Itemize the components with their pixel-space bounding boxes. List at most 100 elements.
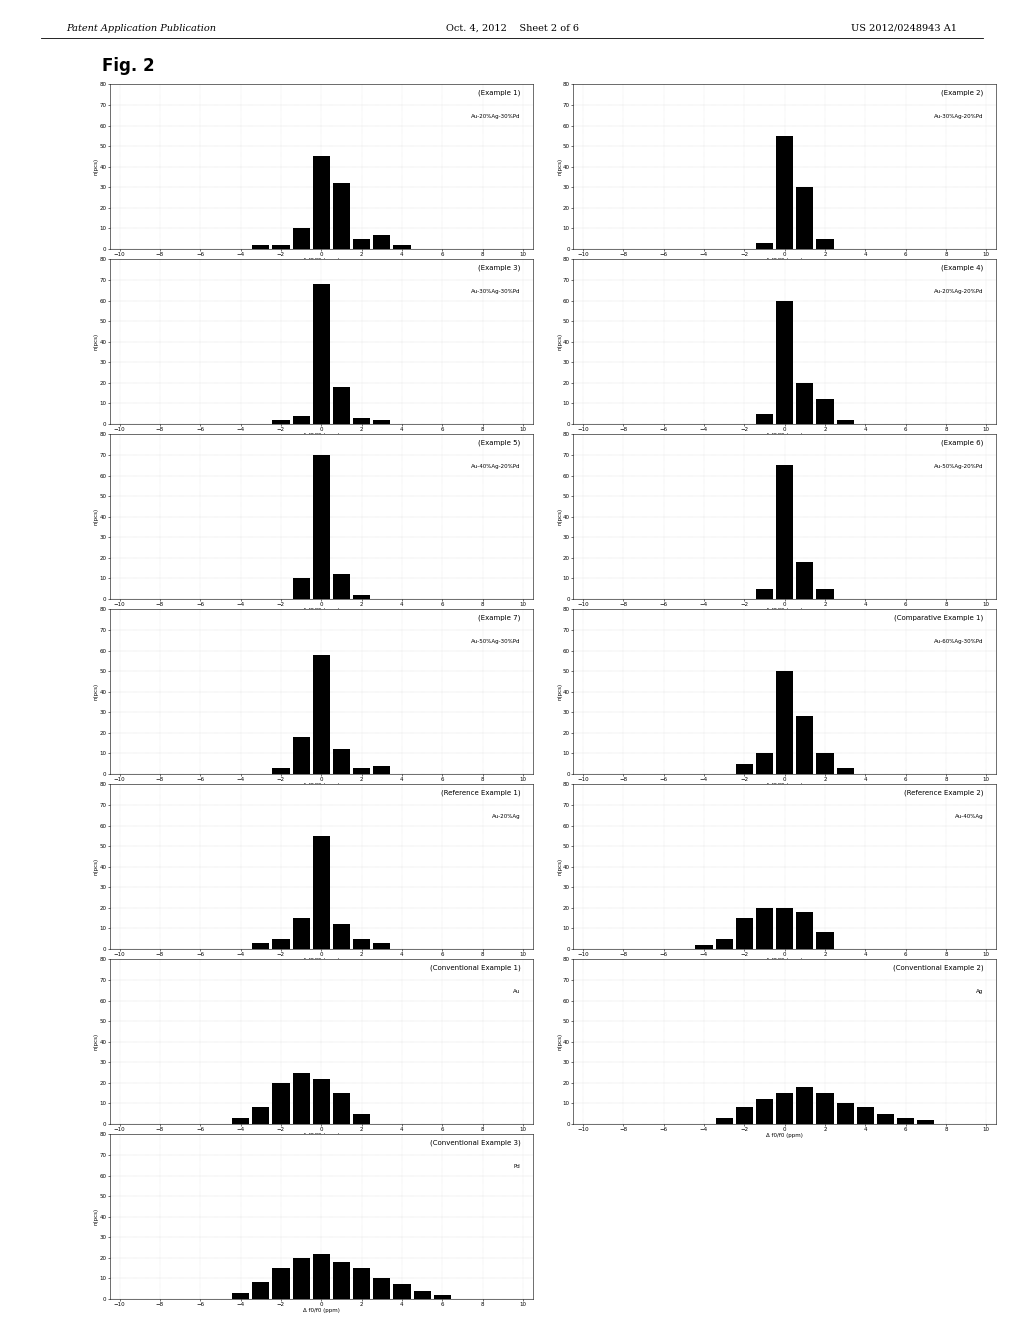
Bar xyxy=(312,455,330,599)
Bar xyxy=(816,399,834,424)
Bar xyxy=(272,1082,290,1123)
X-axis label: Δ f0/f0 (ppm): Δ f0/f0 (ppm) xyxy=(766,257,803,263)
Bar xyxy=(816,239,834,249)
X-axis label: Δ f0/f0 (ppm): Δ f0/f0 (ppm) xyxy=(303,1308,340,1313)
Text: (Conventional Example 2): (Conventional Example 2) xyxy=(893,965,984,972)
Bar xyxy=(716,1118,733,1123)
Text: (Example 7): (Example 7) xyxy=(478,614,520,620)
Text: (Example 4): (Example 4) xyxy=(941,264,984,271)
Bar xyxy=(816,754,834,774)
Bar xyxy=(353,417,370,424)
Text: Au: Au xyxy=(513,989,520,994)
Bar xyxy=(312,655,330,774)
Y-axis label: n(pcs): n(pcs) xyxy=(557,508,562,525)
Bar xyxy=(756,243,773,249)
Bar xyxy=(816,932,834,949)
Text: Au-20%Ag-20%Pd: Au-20%Ag-20%Pd xyxy=(934,289,984,294)
Y-axis label: n(pcs): n(pcs) xyxy=(93,333,98,350)
Text: Oct. 4, 2012    Sheet 2 of 6: Oct. 4, 2012 Sheet 2 of 6 xyxy=(445,24,579,33)
Bar xyxy=(272,768,290,774)
Y-axis label: n(pcs): n(pcs) xyxy=(93,158,98,176)
X-axis label: Δ f0/f0 (ppm): Δ f0/f0 (ppm) xyxy=(766,958,803,962)
X-axis label: Δ f0/f0 (ppm): Δ f0/f0 (ppm) xyxy=(766,1133,803,1138)
Text: Au-60%Ag-30%Pd: Au-60%Ag-30%Pd xyxy=(934,639,984,644)
X-axis label: Δ f0/f0 (ppm): Δ f0/f0 (ppm) xyxy=(303,958,340,962)
Text: (Comparative Example 1): (Comparative Example 1) xyxy=(894,614,984,620)
Bar xyxy=(252,942,269,949)
Text: Au-40%Ag-20%Pd: Au-40%Ag-20%Pd xyxy=(471,465,520,469)
Bar xyxy=(353,1269,370,1299)
Bar xyxy=(756,908,773,949)
Bar xyxy=(918,1119,934,1123)
Text: Au-50%Ag-30%Pd: Au-50%Ag-30%Pd xyxy=(471,639,520,644)
Bar xyxy=(272,939,290,949)
Bar xyxy=(756,1100,773,1123)
X-axis label: Δ f0/f0 (ppm): Δ f0/f0 (ppm) xyxy=(766,783,803,788)
Text: Au-30%Ag-30%Pd: Au-30%Ag-30%Pd xyxy=(471,289,520,294)
Y-axis label: n(pcs): n(pcs) xyxy=(93,508,98,525)
Text: Fig. 2: Fig. 2 xyxy=(102,57,155,75)
Bar xyxy=(776,908,794,949)
Bar xyxy=(877,1114,894,1123)
Text: Au-20%Ag: Au-20%Ag xyxy=(492,814,520,818)
Bar xyxy=(232,1292,249,1299)
Bar xyxy=(776,136,794,249)
Bar xyxy=(373,420,390,424)
Bar xyxy=(756,413,773,424)
Bar xyxy=(312,1078,330,1123)
Text: (Example 5): (Example 5) xyxy=(478,440,520,446)
Text: Au-20%Ag-30%Pd: Au-20%Ag-30%Pd xyxy=(471,114,520,119)
Bar xyxy=(797,912,813,949)
Bar xyxy=(837,1104,854,1123)
X-axis label: Δ f0/f0 (ppm): Δ f0/f0 (ppm) xyxy=(766,433,803,438)
Bar xyxy=(252,244,269,249)
X-axis label: Δ f0/f0 (ppm): Δ f0/f0 (ppm) xyxy=(303,433,340,438)
Text: Au-40%Ag: Au-40%Ag xyxy=(955,814,984,818)
Bar xyxy=(353,595,370,599)
Text: Au-30%Ag-20%Pd: Au-30%Ag-20%Pd xyxy=(934,114,984,119)
Text: (Reference Example 2): (Reference Example 2) xyxy=(904,789,984,796)
Bar xyxy=(776,1093,794,1123)
Bar xyxy=(293,737,309,774)
Bar xyxy=(434,1295,451,1299)
Bar xyxy=(252,1283,269,1299)
Bar xyxy=(293,1072,309,1123)
Bar xyxy=(816,1093,834,1123)
Bar xyxy=(756,754,773,774)
Y-axis label: n(pcs): n(pcs) xyxy=(93,1034,98,1051)
Bar xyxy=(293,416,309,424)
X-axis label: Δ f0/f0 (ppm): Δ f0/f0 (ppm) xyxy=(303,607,340,612)
Bar xyxy=(837,420,854,424)
Bar xyxy=(333,574,350,599)
Text: (Conventional Example 3): (Conventional Example 3) xyxy=(429,1139,520,1146)
Bar xyxy=(373,766,390,774)
Text: (Example 1): (Example 1) xyxy=(478,90,520,96)
Bar xyxy=(393,1284,411,1299)
Bar xyxy=(293,1258,309,1299)
Text: Pd: Pd xyxy=(514,1164,520,1170)
Text: Ag: Ag xyxy=(977,989,984,994)
Text: Patent Application Publication: Patent Application Publication xyxy=(67,24,216,33)
Bar xyxy=(353,1114,370,1123)
Bar xyxy=(716,939,733,949)
Bar xyxy=(333,387,350,424)
Bar xyxy=(736,763,753,774)
Text: (Example 2): (Example 2) xyxy=(941,90,984,96)
Text: (Conventional Example 1): (Conventional Example 1) xyxy=(429,965,520,972)
Bar xyxy=(293,228,309,249)
Bar xyxy=(816,589,834,599)
Y-axis label: n(pcs): n(pcs) xyxy=(93,858,98,875)
Bar xyxy=(353,939,370,949)
Bar xyxy=(837,768,854,774)
Bar xyxy=(272,1269,290,1299)
X-axis label: Δ f0/f0 (ppm): Δ f0/f0 (ppm) xyxy=(303,783,340,788)
Bar xyxy=(776,301,794,424)
Bar xyxy=(373,942,390,949)
Bar xyxy=(353,239,370,249)
Bar xyxy=(232,1118,249,1123)
Bar xyxy=(797,383,813,424)
Bar xyxy=(293,578,309,599)
Bar xyxy=(312,836,330,949)
Text: Au-50%Ag-20%Pd: Au-50%Ag-20%Pd xyxy=(934,465,984,469)
Bar xyxy=(333,924,350,949)
